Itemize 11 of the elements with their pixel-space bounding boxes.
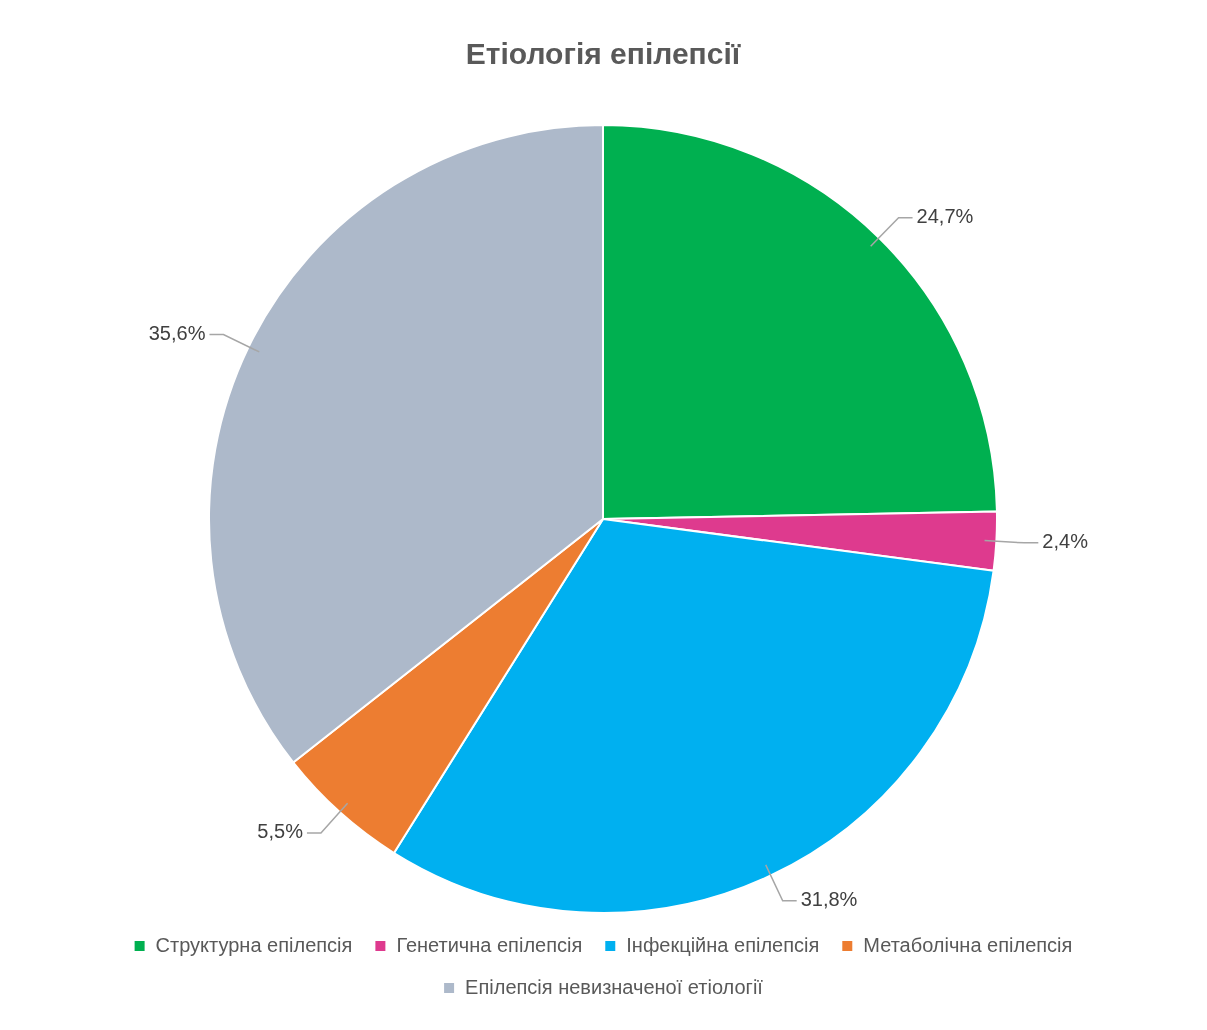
data-label: 24,7% bbox=[916, 205, 974, 228]
legend-label: Епілепсія невизначеної етіології bbox=[465, 975, 764, 998]
legend-label: Метаболічна епілепсія bbox=[863, 933, 1073, 956]
legend-label: Структурна епілепсія bbox=[155, 933, 353, 956]
data-label: 5,5% bbox=[257, 820, 304, 843]
legend-label: Генетична епілепсія bbox=[396, 933, 583, 956]
data-label: 2,4% bbox=[1042, 530, 1089, 553]
legend-label: Інфекційна епілепсія bbox=[626, 933, 820, 956]
data-label: 31,8% bbox=[800, 888, 858, 911]
data-label: 35,6% bbox=[148, 322, 206, 345]
chart-title: Етіологія епілепсії bbox=[465, 37, 741, 71]
